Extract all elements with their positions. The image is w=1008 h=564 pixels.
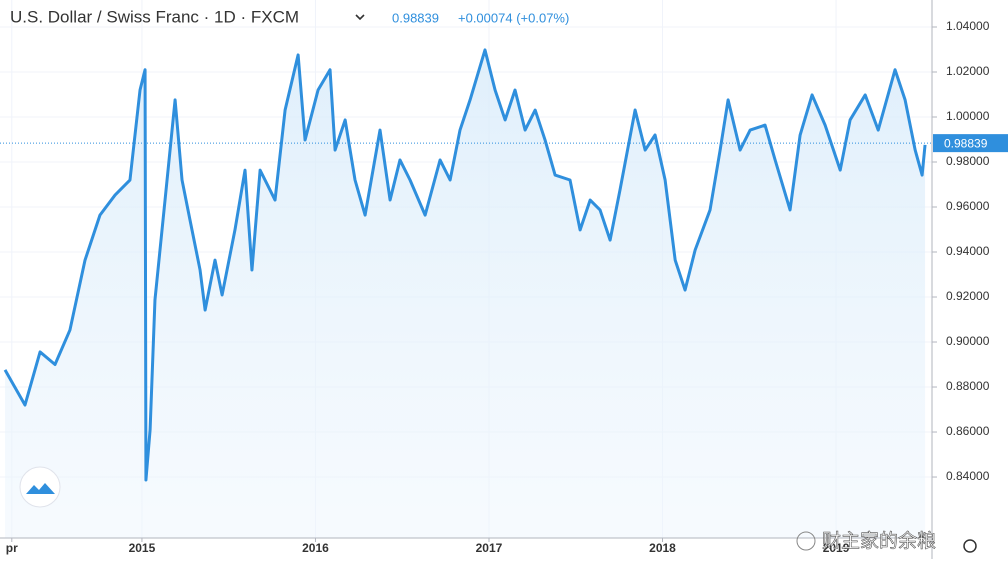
logo-circle[interactable] bbox=[19, 466, 61, 508]
x-tick-label: 2018 bbox=[649, 541, 676, 555]
logo[interactable] bbox=[19, 466, 61, 508]
x-tick-label: 2015 bbox=[129, 541, 156, 555]
y-tick-label: 0.98000 bbox=[946, 154, 990, 168]
y-tick-label: 0.86000 bbox=[946, 424, 990, 438]
x-tick-label: 2019 bbox=[823, 541, 850, 555]
x-tick-label: pr bbox=[6, 541, 18, 555]
plot bbox=[0, 48, 932, 538]
area bbox=[5, 49, 926, 538]
last-price: 0.98839 bbox=[392, 10, 439, 25]
x-tick-label: 2016 bbox=[302, 541, 329, 555]
dropdown-icon[interactable] bbox=[355, 14, 365, 21]
watermark-icon bbox=[796, 531, 816, 551]
settings-icon[interactable] bbox=[963, 539, 977, 553]
y-tick-label: 0.90000 bbox=[946, 334, 990, 348]
watermark: 财主家的余粮 bbox=[796, 530, 936, 552]
y-tick-label: 0.92000 bbox=[946, 289, 990, 303]
y-tick-label: 1.00000 bbox=[946, 109, 990, 123]
price-change: +0.00074 (+0.07%) bbox=[458, 10, 569, 25]
gear[interactable] bbox=[963, 539, 977, 553]
labels: 0.84000 0.86000 0.88000 0.90000 0.92000 0.940… bbox=[6, 19, 1008, 555]
y-tick-label: 0.94000 bbox=[946, 244, 990, 258]
last-price-tag-label: 0.98839 bbox=[944, 136, 988, 150]
y-tick-label: 1.02000 bbox=[946, 64, 990, 78]
y-tick-label: 0.96000 bbox=[946, 199, 990, 213]
logo-mark[interactable] bbox=[26, 483, 55, 494]
y-tick-label: 0.88000 bbox=[946, 379, 990, 393]
chart-title: U.S. Dollar / Swiss Franc · 1D · FXCM bbox=[10, 7, 299, 26]
x-tick-label: 2017 bbox=[476, 541, 503, 555]
y-tick-label: 0.84000 bbox=[946, 469, 990, 483]
last-price-tag bbox=[933, 134, 1008, 153]
line bbox=[3, 48, 927, 482]
watermark-text: 财主家的余粮 bbox=[822, 530, 936, 552]
y-tick-label: 1.04000 bbox=[946, 19, 990, 33]
